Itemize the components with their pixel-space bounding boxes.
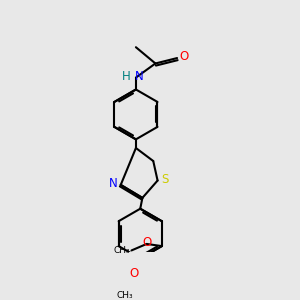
Text: O: O [142,236,151,249]
Text: H: H [122,70,130,83]
Text: CH₃: CH₃ [114,246,130,255]
Text: S: S [161,173,168,186]
Text: N: N [109,177,118,190]
Text: O: O [180,50,189,64]
Text: O: O [129,267,138,280]
Text: CH₃: CH₃ [117,291,134,300]
Text: N: N [135,70,144,83]
